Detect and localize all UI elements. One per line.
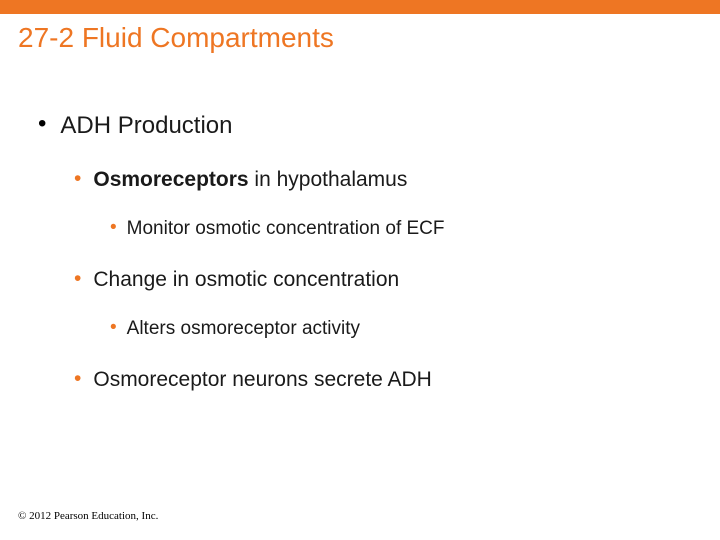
bullet-text: Osmoreceptors in hypothalamus xyxy=(93,168,407,192)
bullet-level2-1: • Osmoreceptors in hypothalamus xyxy=(74,168,407,192)
bullet-text: ADH Production xyxy=(60,112,232,140)
bullet-level2-2: • Change in osmotic concentration xyxy=(74,268,399,292)
top-bar xyxy=(0,0,720,14)
bullet-text: Alters osmoreceptor activity xyxy=(127,318,360,340)
bullet-icon: • xyxy=(74,168,81,189)
bold-text: Osmoreceptors xyxy=(93,168,248,191)
bullet-icon: • xyxy=(38,112,46,136)
copyright-footer: © 2012 Pearson Education, Inc. xyxy=(18,510,158,522)
slide-title: 27-2 Fluid Compartments xyxy=(18,22,334,54)
bullet-icon: • xyxy=(110,318,117,337)
bullet-level3-2: • Alters osmoreceptor activity xyxy=(110,318,360,340)
bullet-text: Change in osmotic concentration xyxy=(93,268,399,292)
bullet-text: Osmoreceptor neurons secrete ADH xyxy=(93,368,431,392)
bullet-icon: • xyxy=(74,368,81,389)
bullet-level1-1: • ADH Production xyxy=(38,112,232,140)
bullet-icon: • xyxy=(74,268,81,289)
bullet-icon: • xyxy=(110,218,117,237)
plain-text: in hypothalamus xyxy=(249,168,408,191)
bullet-level3-1: • Monitor osmotic concentration of ECF xyxy=(110,218,445,240)
slide: 27-2 Fluid Compartments • ADH Production… xyxy=(0,0,720,540)
bullet-text: Monitor osmotic concentration of ECF xyxy=(127,218,445,240)
bullet-level2-3: • Osmoreceptor neurons secrete ADH xyxy=(74,368,432,392)
